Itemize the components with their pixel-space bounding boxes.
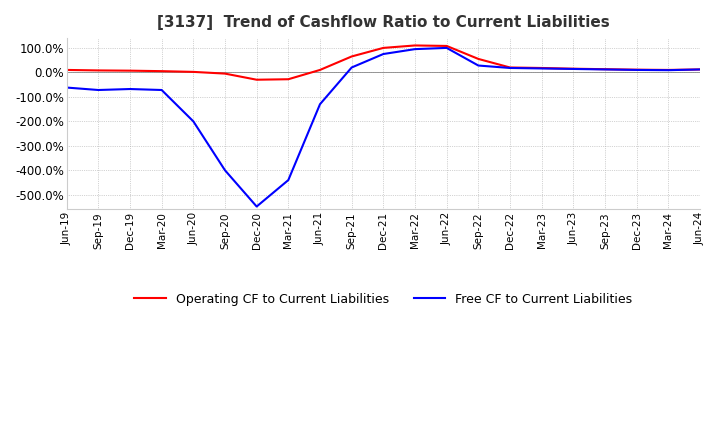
Free CF to Current Liabilities [94,88,103,93]
Operating CF to Current Liabilities [600,66,609,72]
Operating CF to Current Liabilities [569,66,577,71]
Operating CF to Current Liabilities [347,54,356,59]
Operating CF to Current Liabilities [442,43,451,48]
Free CF to Current Liabilities [442,45,451,51]
Operating CF to Current Liabilities [126,68,135,73]
Free CF to Current Liabilities [284,177,292,183]
Operating CF to Current Liabilities [474,56,482,62]
Free CF to Current Liabilities [632,67,641,73]
Free CF to Current Liabilities [537,66,546,71]
Free CF to Current Liabilities [474,63,482,68]
Operating CF to Current Liabilities [537,65,546,70]
Operating CF to Current Liabilities [158,69,166,74]
Operating CF to Current Liabilities [220,71,229,76]
Operating CF to Current Liabilities [94,68,103,73]
Free CF to Current Liabilities [63,85,71,90]
Title: [3137]  Trend of Cashflow Ratio to Current Liabilities: [3137] Trend of Cashflow Ratio to Curren… [157,15,610,30]
Operating CF to Current Liabilities [410,43,419,48]
Operating CF to Current Liabilities [284,77,292,82]
Free CF to Current Liabilities [126,86,135,92]
Free CF to Current Liabilities [569,66,577,72]
Operating CF to Current Liabilities [189,69,198,74]
Free CF to Current Liabilities [600,67,609,72]
Free CF to Current Liabilities [158,88,166,93]
Operating CF to Current Liabilities [379,45,387,51]
Free CF to Current Liabilities [252,204,261,209]
Free CF to Current Liabilities [505,65,514,70]
Free CF to Current Liabilities [696,67,704,72]
Operating CF to Current Liabilities [664,67,672,73]
Free CF to Current Liabilities [664,67,672,73]
Free CF to Current Liabilities [189,119,198,124]
Free CF to Current Liabilities [315,102,324,107]
Line: Operating CF to Current Liabilities: Operating CF to Current Liabilities [67,45,700,80]
Free CF to Current Liabilities [410,47,419,52]
Operating CF to Current Liabilities [63,67,71,73]
Operating CF to Current Liabilities [696,67,704,72]
Operating CF to Current Liabilities [252,77,261,82]
Operating CF to Current Liabilities [505,65,514,70]
Legend: Operating CF to Current Liabilities, Free CF to Current Liabilities: Operating CF to Current Liabilities, Fre… [130,288,637,311]
Operating CF to Current Liabilities [315,67,324,73]
Free CF to Current Liabilities [220,168,229,173]
Free CF to Current Liabilities [379,51,387,57]
Free CF to Current Liabilities [347,65,356,70]
Operating CF to Current Liabilities [632,67,641,72]
Line: Free CF to Current Liabilities: Free CF to Current Liabilities [67,48,700,206]
